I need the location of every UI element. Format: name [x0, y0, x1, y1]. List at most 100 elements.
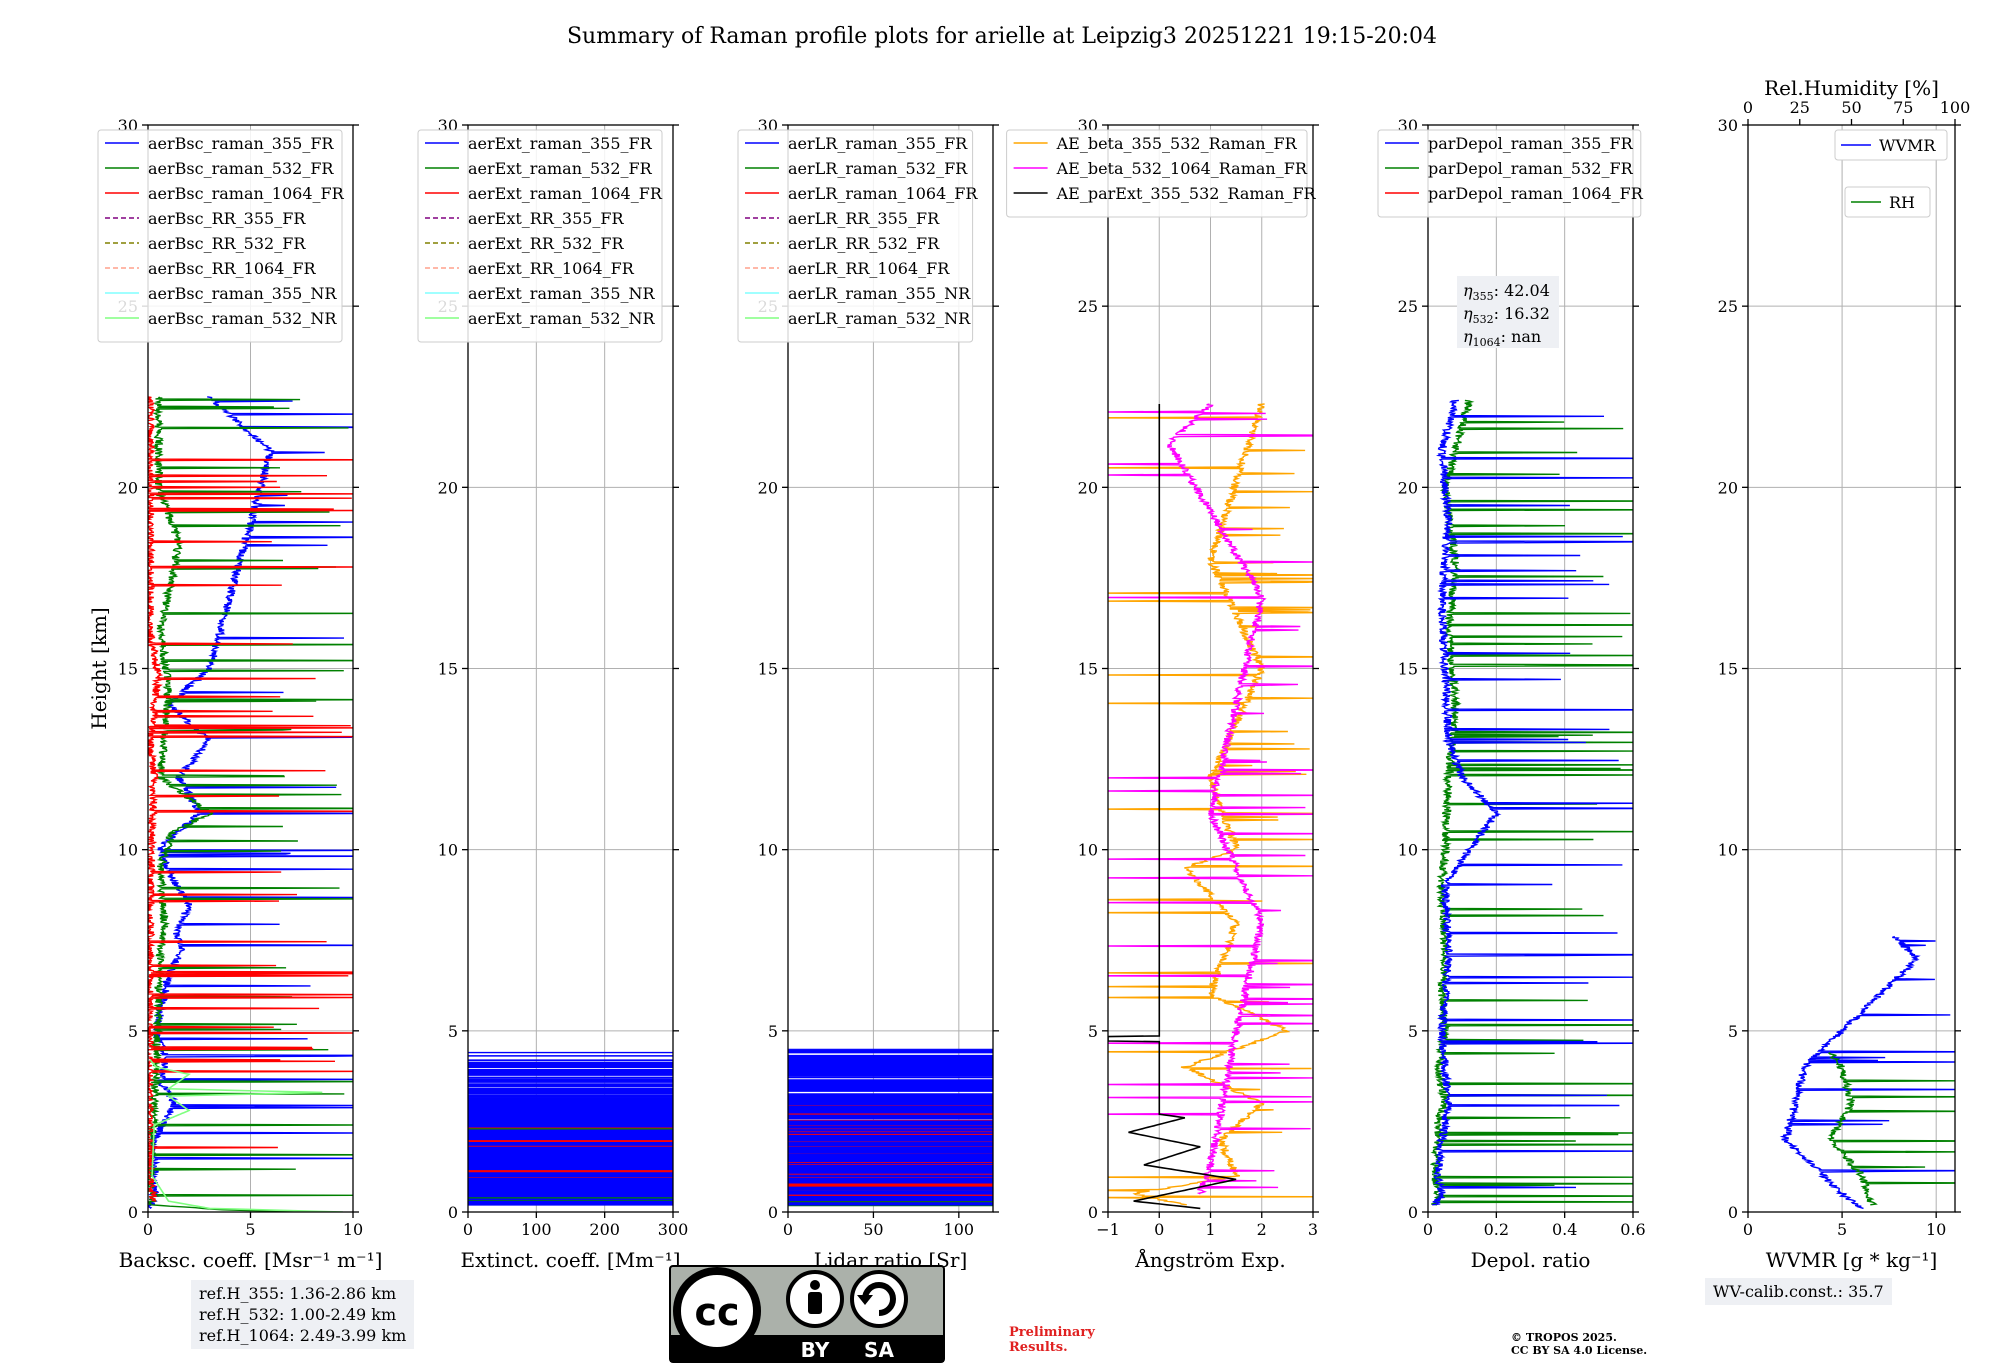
- legend-label: aerBsc_RR_532_FR: [148, 234, 306, 253]
- wv-calibration-constant: WV-calib.const.: 35.7: [1713, 1282, 1884, 1301]
- legend-label: parDepol_raman_532_FR: [1428, 159, 1634, 178]
- y-tick-label: 25: [1078, 297, 1098, 316]
- series-WVMR: [1779, 935, 1955, 1210]
- x-tick-label: 2: [1257, 1220, 1267, 1239]
- legend-label: aerExt_raman_355_FR: [468, 134, 653, 153]
- y-tick-label: 25: [1718, 297, 1738, 316]
- legend-label: AE_beta_355_532_Raman_FR: [1056, 134, 1298, 153]
- panel-extinction: 0100200300051015202530Extinct. coeff. [M…: [417, 116, 688, 1272]
- badge-by-label: BY: [801, 1338, 830, 1362]
- y-tick-label: 0: [1088, 1203, 1098, 1222]
- x-tick-label: 0: [1743, 1220, 1753, 1239]
- legend-label: aerBsc_raman_532_NR: [148, 309, 337, 328]
- preliminary-line-1: Preliminary: [1009, 1325, 1095, 1340]
- copyright-note: © TROPOS 2025. CC BY SA 4.0 License.: [1511, 1331, 1647, 1357]
- legend-label: aerLR_raman_355_NR: [788, 284, 971, 303]
- copyright-line-1: © TROPOS 2025.: [1511, 1331, 1617, 1344]
- panel-lidar-ratio: 050100051015202530Lidar ratio [Sr]aerLR_…: [737, 116, 999, 1272]
- series-aerBsc_raman_355_FR: [148, 396, 353, 1209]
- legend-label: AE_parExt_355_532_Raman_FR: [1056, 184, 1317, 203]
- preliminary-line-2: Results.: [1009, 1340, 1068, 1355]
- y-tick-label: 5: [1408, 1022, 1418, 1041]
- y-axis-label: Height [km]: [87, 607, 111, 729]
- eta-subscript: 355: [1473, 290, 1494, 303]
- plot-area: [788, 1048, 993, 1207]
- legend-box: [1834, 129, 1948, 161]
- legend: aerBsc_raman_355_FR aerBsc_raman_532_FRae…: [97, 129, 345, 343]
- legend-label: aerExt_RR_355_FR: [468, 209, 625, 228]
- y-tick-label: 10: [1078, 841, 1098, 860]
- x-tick-label: 0: [1154, 1220, 1164, 1239]
- legend-label: AE_beta_532_1064_Raman_FR: [1056, 159, 1308, 178]
- x-tick-label: 100: [944, 1220, 975, 1239]
- cc-logo-text: cc: [694, 1290, 739, 1334]
- plot-area: [1779, 935, 1955, 1210]
- legend-label: aerLR_raman_355_FR: [788, 134, 968, 153]
- legend-label: aerLR_RR_532_FR: [788, 234, 940, 253]
- y-tick-label: 10: [438, 841, 458, 860]
- y-tick-label: 5: [448, 1022, 458, 1041]
- series-AE_beta_532_1064_Raman_FR: [1108, 403, 1313, 1195]
- legend: WVMR RH: [1834, 129, 1948, 218]
- y-tick-label: 20: [1718, 478, 1738, 497]
- sa-share-alike-icon: [850, 1270, 908, 1328]
- eta-symbol: η: [1463, 281, 1473, 300]
- eta-value: : 42.04: [1494, 281, 1550, 300]
- y-tick-label: 30: [1718, 116, 1738, 135]
- y-tick-label: 10: [758, 841, 778, 860]
- x-axis-label: Extinct. coeff. [Mm⁻¹]: [460, 1248, 680, 1272]
- y-tick-label: 20: [118, 478, 138, 497]
- reference-heights-box: ref.H_355: 1.36-2.86 km ref.H_532: 1.00-…: [191, 1280, 415, 1349]
- legend-label: aerLR_RR_1064_FR: [788, 259, 950, 278]
- series-aerBsc_raman_532_NR: [149, 1059, 343, 1212]
- y-tick-label: 0: [1408, 1203, 1418, 1222]
- x2-tick-label: 75: [1893, 98, 1913, 117]
- cc-by-sa-badge: cc BY SA: [669, 1265, 945, 1363]
- legend-label: aerBsc_RR_355_FR: [148, 209, 306, 228]
- x2-axis-label: Rel.Humidity [%]: [1764, 76, 1939, 100]
- legend-label: parDepol_raman_355_FR: [1428, 134, 1634, 153]
- x2-tick-label: 0: [1743, 98, 1753, 117]
- legend-label: RH: [1889, 193, 1915, 212]
- y-tick-label: 10: [1718, 841, 1738, 860]
- y-tick-label: 5: [1088, 1022, 1098, 1041]
- wv-calibration-box: WV-calib.const.: 35.7: [1705, 1278, 1892, 1305]
- legend: AE_beta_355_532_Raman_FR AE_beta_532_1064…: [1006, 129, 1317, 218]
- eta-1064: η1064: nan: [1463, 327, 1541, 349]
- x-tick-label: 1: [1205, 1220, 1215, 1239]
- x-tick-label: −1: [1096, 1220, 1120, 1239]
- series-parDepol_raman_532_FR: [1429, 399, 1633, 1206]
- ref-height-1064: ref.H_1064: 2.49-3.99 km: [199, 1326, 407, 1345]
- eta-box: [1457, 276, 1559, 348]
- eta-value: : 16.32: [1494, 304, 1550, 323]
- x-axis-label: WVMR [g * kg⁻¹]: [1766, 1248, 1938, 1272]
- x-tick-label: 10: [1926, 1220, 1946, 1239]
- y-tick-label: 25: [1398, 297, 1418, 316]
- eta-532: η532: 16.32: [1463, 304, 1550, 326]
- legend-label: WVMR: [1879, 136, 1936, 155]
- eta-subscript: 1064: [1473, 336, 1501, 349]
- plot-area: [148, 396, 353, 1212]
- y-tick-label: 15: [1718, 660, 1738, 679]
- eta-value: : nan: [1501, 327, 1542, 346]
- y-tick-label: 20: [1078, 478, 1098, 497]
- plot-area: [468, 1051, 673, 1206]
- y-tick-label: 10: [118, 841, 138, 860]
- legend-label: aerLR_RR_355_FR: [788, 209, 940, 228]
- eta-355: η355: 42.04: [1463, 281, 1550, 303]
- x-tick-label: 3: [1308, 1220, 1318, 1239]
- legend-box: [1006, 129, 1308, 218]
- series-RH: [1826, 1051, 1955, 1206]
- legend-label: aerBsc_RR_1064_FR: [148, 259, 317, 278]
- x-tick-label: 0: [463, 1220, 473, 1239]
- legend-label: aerBsc_raman_355_FR: [148, 134, 334, 153]
- plot-area: [1429, 399, 1633, 1206]
- panel-backscatter: 0510051015202530Backsc. coeff. [Msr⁻¹ m⁻…: [87, 116, 382, 1272]
- legend-label: parDepol_raman_1064_FR: [1428, 184, 1644, 203]
- x2-tick-label: 50: [1841, 98, 1861, 117]
- x-tick-label: 50: [863, 1220, 883, 1239]
- legend-box: [97, 129, 343, 343]
- legend: aerLR_raman_355_FR aerLR_raman_532_FR aerL…: [737, 129, 978, 343]
